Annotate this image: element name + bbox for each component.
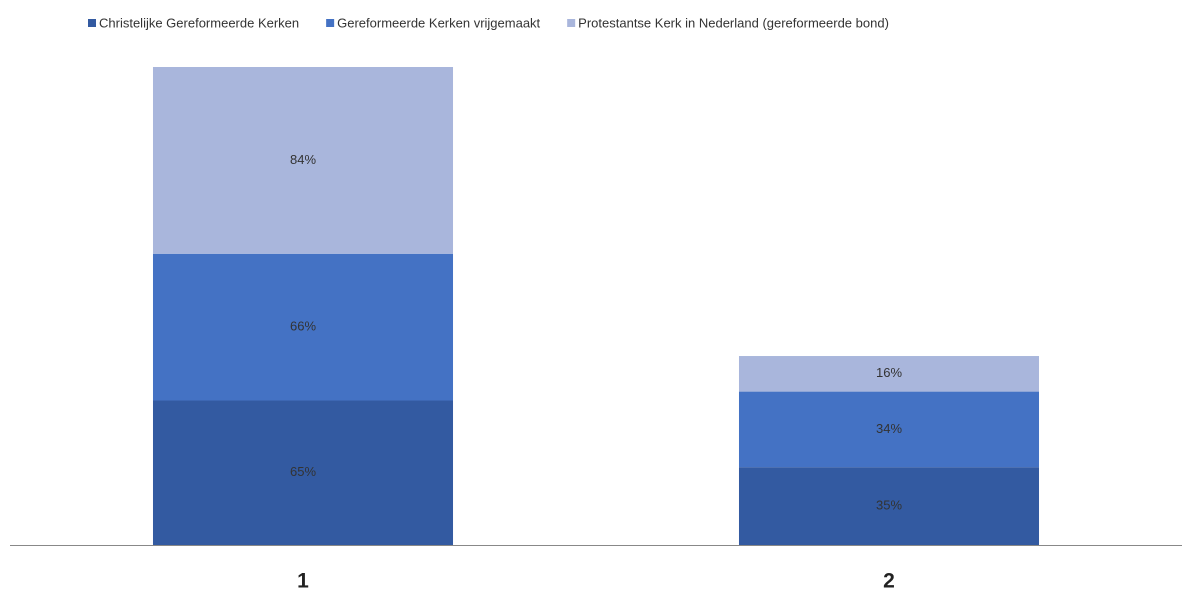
legend-swatch [88, 19, 96, 27]
x-tick-label: 2 [883, 570, 895, 593]
data-label: 65% [290, 464, 316, 479]
data-label: 35% [876, 498, 902, 513]
bar-segment [152, 400, 454, 545]
legend-label: Gereformeerde Kerken vrijgemaakt [337, 15, 540, 30]
bar-segment [152, 67, 454, 254]
bar-segment [738, 356, 1040, 392]
legend-swatch [567, 19, 576, 27]
data-label: 66% [290, 319, 316, 334]
bar-segment [738, 391, 1040, 468]
data-label: 34% [876, 421, 902, 436]
data-label: 84% [290, 152, 316, 167]
bar-segment [738, 467, 1040, 545]
x-tick-label: 1 [297, 570, 309, 593]
legend-label: Protestantse Kerk in Nederland (gereform… [578, 15, 889, 30]
bar-segment [152, 253, 454, 401]
legend-swatch [326, 19, 335, 27]
legend-label: Christelijke Gereformeerde Kerken [99, 15, 299, 30]
data-label: 16% [876, 365, 902, 380]
